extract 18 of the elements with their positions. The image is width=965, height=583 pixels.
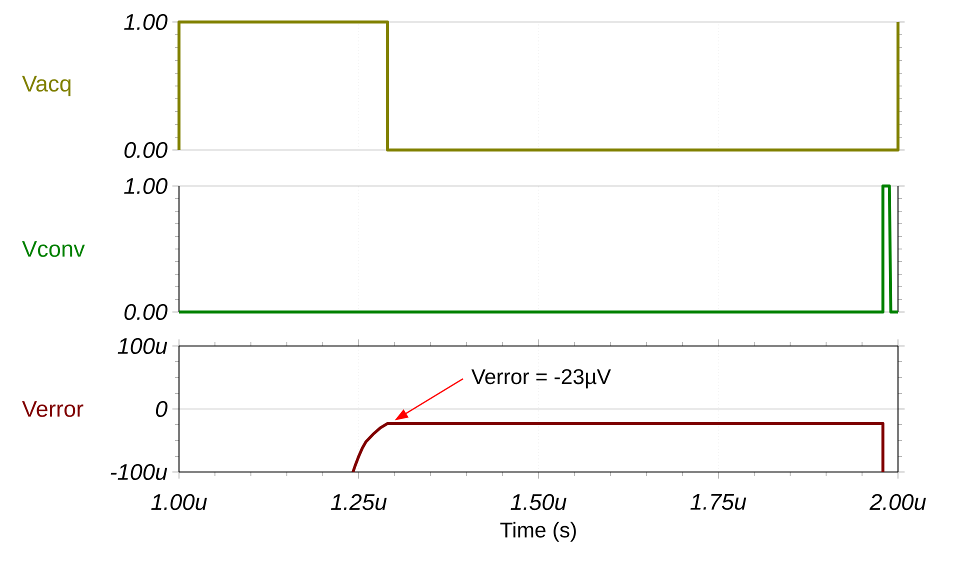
y-tick-label: 100u [118, 338, 168, 354]
x-tick-label: 1.75u [690, 494, 746, 510]
y-axis-title: Vconv [22, 241, 85, 257]
annotation: Verror = -23µV [471, 369, 611, 388]
y-axis-title: Verror [22, 401, 84, 417]
y-tick-label: 0 [156, 400, 168, 418]
line-series [352, 422, 884, 474]
y-tick-label: 0.00 [124, 304, 168, 320]
y-tick-label: -100u [110, 464, 168, 480]
x-tick-label: 1.00u [151, 494, 207, 510]
y-tick-label: 1.00 [124, 178, 168, 194]
y-tick-label: 0.00 [124, 142, 168, 158]
x-tick-label: 1.50u [510, 494, 566, 510]
x-tick-label: 1.25u [330, 494, 387, 510]
y-tick-label: 1.00 [124, 14, 168, 30]
y-axis-title: Vacq [22, 76, 70, 96]
x-axis-title: Time (s) [500, 522, 576, 542]
x-tick-label: 2.00u [870, 494, 926, 510]
